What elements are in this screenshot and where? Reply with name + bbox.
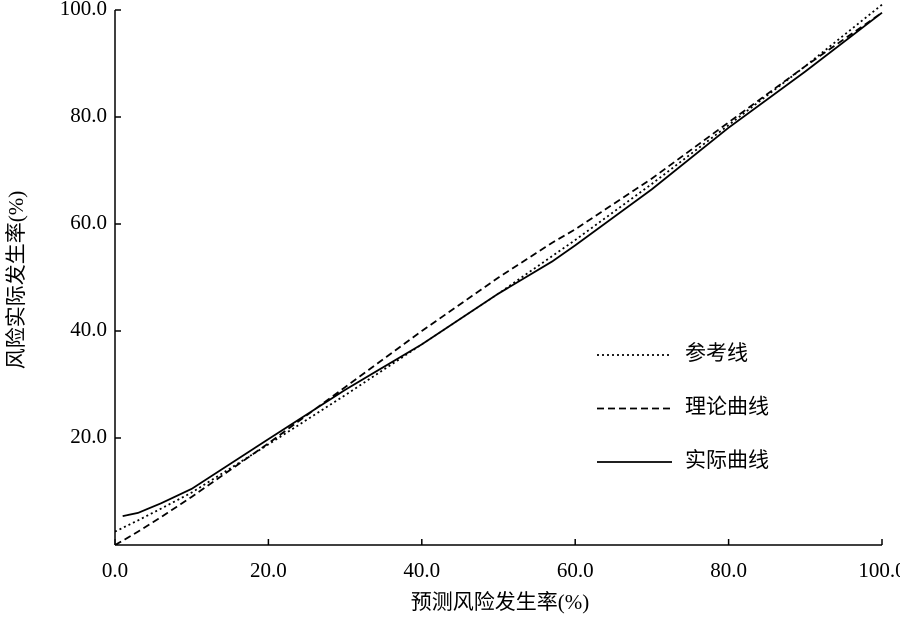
x-tick-label: 20.0 [250, 558, 287, 582]
y-tick-label: 60.0 [70, 210, 107, 234]
legend-label: 实际曲线 [685, 448, 769, 472]
y-tick-label: 40.0 [70, 317, 107, 341]
x-tick-label: 60.0 [557, 558, 594, 582]
x-tick-label: 100.0 [858, 558, 900, 582]
legend-label: 参考线 [685, 341, 748, 365]
x-tick-label: 80.0 [710, 558, 747, 582]
y-tick-label: 20.0 [70, 424, 107, 448]
series-line [122, 11, 883, 517]
x-axis-label: 预测风险发生率(%) [411, 590, 589, 614]
x-tick-label: 0.0 [102, 558, 128, 582]
y-tick-label: 80.0 [70, 103, 107, 127]
legend-label: 理论曲线 [685, 394, 769, 418]
y-axis-label: 风险实际发生率(%) [4, 191, 28, 369]
series-line [114, 11, 883, 546]
y-tick-label: 100.0 [60, 0, 107, 20]
x-tick-label: 40.0 [403, 558, 440, 582]
